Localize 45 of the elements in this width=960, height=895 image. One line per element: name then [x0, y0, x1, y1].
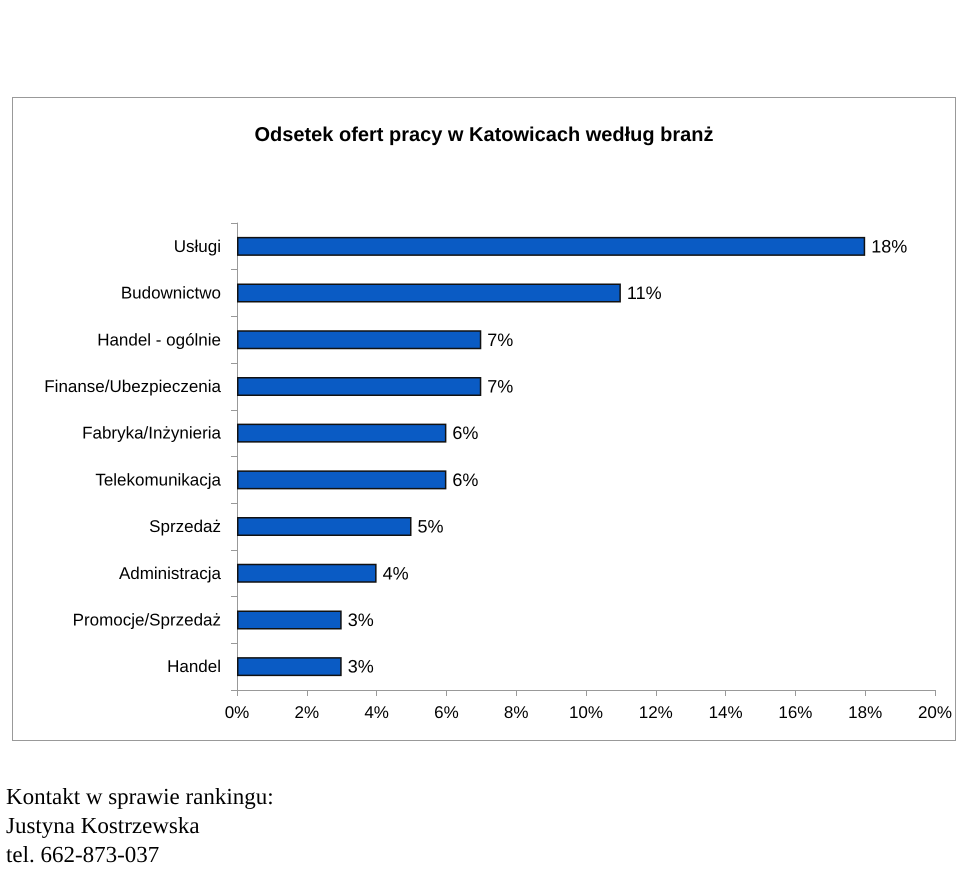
- chart-title: Odsetek ofert pracy w Katowicach według branż: [254, 124, 714, 146]
- bar: [237, 657, 342, 676]
- bar: [237, 376, 482, 396]
- y-tick-label: Budownictwo: [120, 284, 221, 303]
- y-tick-label: Usługi: [174, 236, 221, 256]
- data-label: 4%: [382, 563, 409, 584]
- data-label: 3%: [348, 610, 374, 630]
- data-label: 7%: [487, 330, 514, 350]
- data-label: 11%: [626, 283, 662, 304]
- data-label: 6%: [452, 470, 478, 490]
- data-label: 18%: [871, 236, 908, 256]
- data-label: 3%: [348, 656, 374, 677]
- y-tick-label: Sprzedaż: [149, 517, 221, 536]
- x-tick-label: 4%: [364, 703, 389, 722]
- x-tick-label: 14%: [708, 703, 743, 722]
- bar: [237, 424, 446, 443]
- bar: [237, 284, 621, 303]
- bar: [237, 564, 377, 583]
- x-tick-label: 8%: [504, 703, 528, 722]
- data-label: 5%: [417, 516, 444, 537]
- y-tick-label: Promocje/Sprzedaż: [72, 610, 221, 630]
- data-label: 6%: [452, 423, 478, 444]
- text: tel. 662-873-037: [6, 841, 160, 869]
- bar: [237, 236, 866, 256]
- y-tick-label: Fabryka/Inżynieria: [82, 424, 222, 443]
- data-label: 7%: [487, 376, 514, 396]
- text: Kontakt w sprawie rankingu:: [6, 783, 274, 811]
- bar: [237, 610, 342, 630]
- bar: [237, 517, 412, 536]
- y-tick-label: Finanse/Ubezpieczenia: [44, 376, 222, 396]
- y-tick-label: Administracja: [118, 564, 222, 583]
- text: Justyna Kostrzewska: [6, 812, 201, 840]
- x-tick-label: 18%: [848, 703, 882, 722]
- y-tick-label: Telekomunikacja: [95, 470, 222, 490]
- bar: [237, 330, 482, 350]
- x-tick-label: 6%: [434, 703, 459, 722]
- x-tick-label: 12%: [638, 703, 673, 722]
- x-tick-label: 0%: [224, 703, 250, 722]
- bar: [237, 470, 446, 490]
- x-tick-label: 20%: [918, 703, 952, 722]
- y-tick-label: Handel: [167, 657, 221, 676]
- x-tick-label: 16%: [778, 703, 812, 722]
- x-tick-label: 10%: [568, 703, 604, 722]
- x-tick-label: 2%: [294, 703, 320, 722]
- y-tick-label: Handel - ogólnie: [97, 330, 221, 350]
